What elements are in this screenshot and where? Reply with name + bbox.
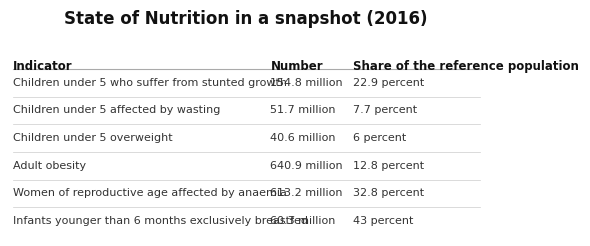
Text: Number: Number xyxy=(270,61,323,74)
Text: Adult obesity: Adult obesity xyxy=(12,161,86,171)
Text: Infants younger than 6 months exclusively breastfed: Infants younger than 6 months exclusivel… xyxy=(12,216,307,226)
Text: Share of the reference population: Share of the reference population xyxy=(353,61,579,74)
Text: 154.8 million: 154.8 million xyxy=(270,78,343,88)
Text: Children under 5 affected by wasting: Children under 5 affected by wasting xyxy=(12,105,220,115)
Text: 43 percent: 43 percent xyxy=(353,216,414,226)
Text: Children under 5 who suffer from stunted growth: Children under 5 who suffer from stunted… xyxy=(12,78,287,88)
Text: 22.9 percent: 22.9 percent xyxy=(353,78,424,88)
Text: Women of reproductive age affected by anaemia: Women of reproductive age affected by an… xyxy=(12,188,286,198)
Text: 60.3 million: 60.3 million xyxy=(270,216,336,226)
Text: 640.9 million: 640.9 million xyxy=(270,161,343,171)
Text: Children under 5 overweight: Children under 5 overweight xyxy=(12,133,172,143)
Text: 6 percent: 6 percent xyxy=(353,133,407,143)
Text: 7.7 percent: 7.7 percent xyxy=(353,105,417,115)
Text: 40.6 million: 40.6 million xyxy=(270,133,336,143)
Text: 12.8 percent: 12.8 percent xyxy=(353,161,424,171)
Text: Indicator: Indicator xyxy=(12,61,72,74)
Text: 613.2 million: 613.2 million xyxy=(270,188,343,198)
Text: 32.8 percent: 32.8 percent xyxy=(353,188,424,198)
Text: 51.7 million: 51.7 million xyxy=(270,105,336,115)
Text: State of Nutrition in a snapshot (2016): State of Nutrition in a snapshot (2016) xyxy=(64,10,428,28)
